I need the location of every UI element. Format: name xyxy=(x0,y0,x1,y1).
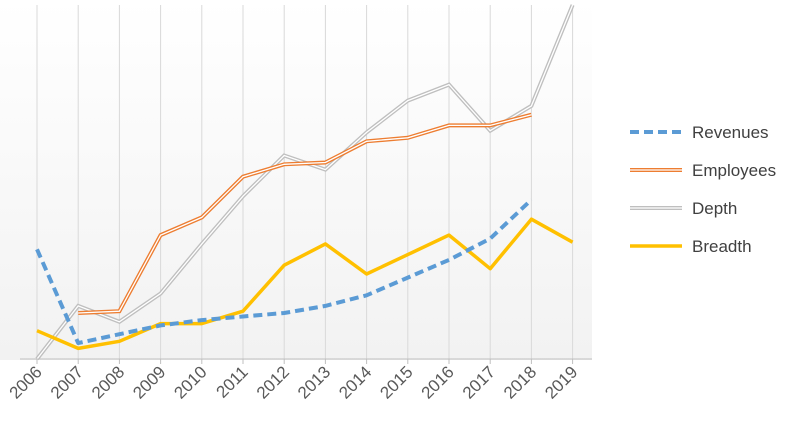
point-depth-2017 xyxy=(489,129,492,132)
point-employees-2012 xyxy=(283,163,286,166)
point-employees-2009 xyxy=(159,234,162,237)
point-employees-2015 xyxy=(406,136,409,139)
point-depth-2018 xyxy=(530,104,533,107)
point-revenues-2006 xyxy=(36,248,39,251)
x-tick-label-2017: 2017 xyxy=(459,362,499,402)
point-revenues-2015 xyxy=(406,276,409,279)
point-breadth-2015 xyxy=(406,253,409,256)
point-employees-2011 xyxy=(242,175,245,178)
point-depth-2011 xyxy=(242,195,245,198)
x-tick-label-2006: 2006 xyxy=(6,362,46,402)
legend-label-revenues: Revenues xyxy=(692,123,769,142)
x-tick-label-2013: 2013 xyxy=(294,362,334,402)
legend: Revenues Employees Depth Breadth xyxy=(630,123,776,256)
x-tick-label-2012: 2012 xyxy=(253,362,293,402)
point-breadth-2008 xyxy=(118,340,121,343)
point-revenues-2016 xyxy=(448,258,451,261)
point-depth-2016 xyxy=(448,83,451,86)
legend-label-depth: Depth xyxy=(692,199,737,218)
point-depth-2015 xyxy=(406,99,409,102)
point-breadth-2019 xyxy=(571,241,574,244)
point-depth-2008 xyxy=(118,320,121,323)
point-revenues-2008 xyxy=(118,333,121,336)
point-employees-2014 xyxy=(365,140,368,143)
legend-label-breadth: Breadth xyxy=(692,237,752,256)
x-tick-label-2016: 2016 xyxy=(418,362,458,402)
point-breadth-2012 xyxy=(283,264,286,267)
point-revenues-2010 xyxy=(200,319,203,322)
x-tick-label-2008: 2008 xyxy=(88,362,128,402)
point-depth-2007 xyxy=(77,304,80,307)
point-breadth-2006 xyxy=(36,329,39,332)
point-depth-2014 xyxy=(365,131,368,134)
point-breadth-2014 xyxy=(365,273,368,276)
series-line-employees-inner xyxy=(78,114,532,314)
point-breadth-2010 xyxy=(200,322,203,325)
point-breadth-2018 xyxy=(530,218,533,221)
point-revenues-2014 xyxy=(365,294,368,297)
legend-item-revenues: Revenues xyxy=(630,123,769,142)
point-depth-2010 xyxy=(200,242,203,245)
point-revenues-2017 xyxy=(489,237,492,240)
point-breadth-2007 xyxy=(77,347,80,350)
point-revenues-2018 xyxy=(530,198,533,201)
point-depth-2009 xyxy=(159,292,162,295)
point-employees-2010 xyxy=(200,216,203,219)
x-tick-label-2007: 2007 xyxy=(47,362,87,402)
point-employees-2017 xyxy=(489,124,492,127)
point-breadth-2017 xyxy=(489,267,492,270)
x-axis-ticks: 2006 2007 2008 2009 2010 2011 2012 2013 2014 2015… xyxy=(6,359,581,403)
series-line-revenues xyxy=(35,198,533,346)
x-tick-label-2014: 2014 xyxy=(335,362,375,402)
point-employees-2016 xyxy=(448,124,451,127)
point-revenues-2011 xyxy=(242,315,245,318)
x-tick-label-2018: 2018 xyxy=(500,362,540,402)
point-employees-2008 xyxy=(118,310,121,313)
legend-item-depth: Depth xyxy=(630,199,737,218)
point-depth-2012 xyxy=(283,154,286,157)
point-employees-2018 xyxy=(530,113,533,116)
point-revenues-2012 xyxy=(283,311,286,314)
legend-item-breadth: Breadth xyxy=(630,237,752,256)
series-line-breadth xyxy=(36,217,574,351)
point-revenues-2007 xyxy=(77,342,80,345)
x-tick-label-2010: 2010 xyxy=(170,362,210,402)
legend-item-employees: Employees xyxy=(630,161,776,180)
point-depth-2013 xyxy=(324,168,327,171)
point-revenues-2009 xyxy=(159,324,162,327)
legend-label-employees: Employees xyxy=(692,161,776,180)
gridlines xyxy=(36,5,574,359)
x-tick-label-2015: 2015 xyxy=(376,362,416,402)
point-breadth-2013 xyxy=(324,242,327,245)
point-depth-2019 xyxy=(571,4,574,7)
x-tick-label-2009: 2009 xyxy=(129,362,169,402)
plot-area xyxy=(0,0,592,360)
point-employees-2007 xyxy=(77,311,80,314)
point-employees-2013 xyxy=(324,161,327,164)
x-tick-label-2019: 2019 xyxy=(541,362,581,402)
x-tick-label-2011: 2011 xyxy=(213,362,252,401)
point-breadth-2016 xyxy=(448,234,451,237)
point-breadth-2011 xyxy=(242,310,245,313)
point-revenues-2013 xyxy=(324,304,327,307)
series-lines xyxy=(35,4,575,361)
